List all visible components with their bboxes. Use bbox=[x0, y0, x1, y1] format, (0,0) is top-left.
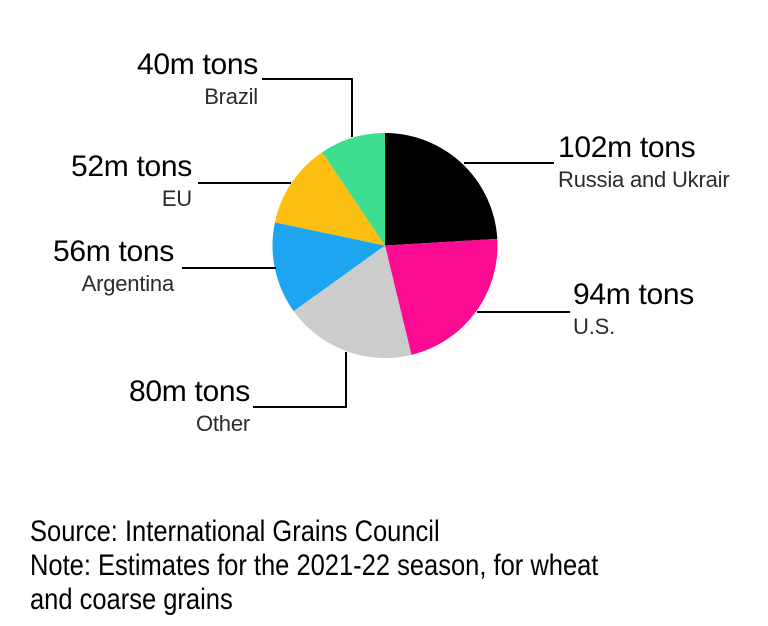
slice-name-label: Brazil bbox=[204, 84, 258, 109]
slice-name-label: U.S. bbox=[573, 314, 615, 339]
slice-value-label: 52m tons bbox=[71, 150, 192, 183]
slice-name-label: Russia and Ukrair bbox=[558, 167, 730, 192]
pie-slice-russia-and-ukrair bbox=[385, 133, 498, 246]
leader-line-brazil bbox=[262, 78, 353, 137]
source-line: Source: International Grains Council bbox=[30, 515, 440, 548]
slice-value-label: 80m tons bbox=[129, 375, 250, 408]
callout-us: 94m tons U.S. bbox=[573, 279, 694, 339]
source-note: Source: International Grains Council Not… bbox=[30, 515, 598, 617]
callout-eu: 52m tons EU bbox=[71, 151, 192, 211]
pie-slice-argentina bbox=[272, 222, 385, 312]
slice-value-label: 102m tons bbox=[558, 131, 696, 164]
callout-brazil: 40m tons Brazil bbox=[137, 49, 258, 109]
note-line-1: Note: Estimates for the 2021-22 season, … bbox=[30, 549, 599, 582]
callout-russia-ukraine: 102m tons Russia and Ukrair bbox=[558, 131, 730, 192]
slice-name-label: Argentina bbox=[81, 271, 175, 296]
pie-slice-brazil bbox=[322, 133, 385, 246]
slice-name-label: EU bbox=[161, 186, 192, 211]
pie-slice-other bbox=[293, 245, 412, 358]
slice-value-label: 40m tons bbox=[137, 48, 258, 81]
slice-value-label: 94m tons bbox=[573, 278, 694, 311]
slice-name-label: Other bbox=[195, 411, 250, 436]
leader-line-other bbox=[253, 352, 347, 408]
callout-other: 80m tons Other bbox=[129, 376, 250, 436]
pie-slice-eu bbox=[274, 152, 385, 246]
pie-slice-u-s bbox=[385, 238, 498, 355]
slice-value-label: 56m tons bbox=[53, 235, 174, 268]
note-line-2: and coarse grains bbox=[30, 583, 233, 616]
callout-argentina: 56m tons Argentina bbox=[53, 236, 174, 296]
